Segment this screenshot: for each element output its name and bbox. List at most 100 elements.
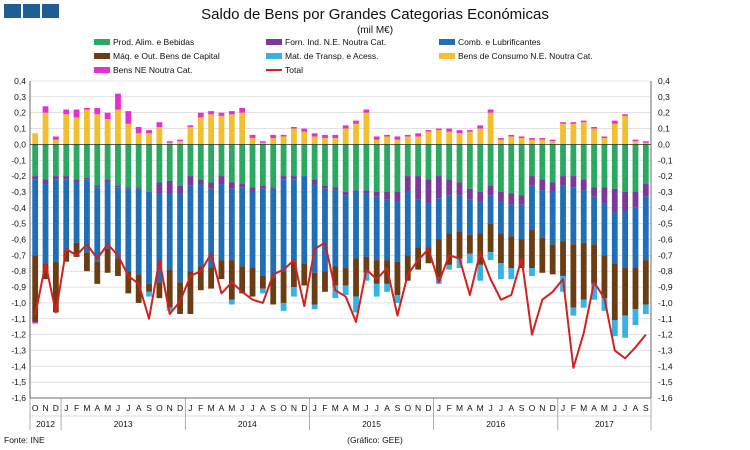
legend-swatch [266, 38, 282, 45]
bar-segment [622, 315, 629, 338]
bar-segment [611, 123, 618, 145]
bar-segment [52, 176, 59, 180]
bar-segment [498, 263, 504, 280]
legend-swatch [94, 52, 110, 59]
bar-segment [197, 266, 204, 291]
bar-segment [529, 144, 535, 177]
bar-segment [477, 201, 484, 234]
y-tick-label-right: -0,5 [658, 219, 673, 229]
bar-segment [518, 144, 525, 196]
bar-segment [601, 298, 608, 311]
bar-segment [404, 255, 411, 281]
bar-segment [177, 193, 183, 283]
bar-segment [435, 198, 442, 240]
bar-segment [611, 120, 618, 124]
legend-swatch [439, 38, 455, 45]
bar-segment [42, 263, 49, 280]
bar-segment [570, 187, 577, 245]
bar-segment [280, 134, 287, 137]
bar-segment [570, 176, 577, 188]
bar-segment [591, 283, 597, 300]
bar-segment [342, 191, 349, 196]
x-month-label: M [332, 403, 339, 413]
bar-segment [487, 109, 494, 113]
bar-segment [32, 144, 39, 177]
bar-segment [322, 185, 328, 189]
bar-segment [218, 112, 225, 116]
bar-segment [32, 321, 39, 324]
bar-segment [291, 179, 297, 262]
bar-segment [280, 144, 287, 177]
bar-segment [446, 195, 453, 234]
bar-segment [197, 184, 204, 267]
bar-segment [73, 117, 80, 145]
y-tick-label: -1,3 [11, 345, 26, 355]
x-month-label: M [580, 403, 587, 413]
bar-segment [259, 275, 266, 289]
bar-segment [404, 136, 411, 145]
bar-segment [208, 268, 215, 289]
chart-title: Saldo de Bens por Grandes Categorias Eco… [201, 6, 549, 23]
legend-item-comb-lubrificantes: Comb. e Lubrificantes [439, 36, 541, 48]
x-month-label: J [126, 403, 130, 413]
y-tick-label-right: -1,0 [658, 298, 673, 308]
bar-segment [425, 130, 432, 132]
legend-label: Total [285, 65, 303, 75]
bar-segment [311, 144, 318, 180]
x-month-label: F [74, 403, 79, 413]
bar-segment [498, 233, 504, 264]
bar-segment [156, 144, 163, 183]
x-month-label: D [177, 403, 183, 413]
x-month-label: A [591, 403, 597, 413]
bar-segment [239, 184, 246, 188]
x-month-label: J [613, 403, 617, 413]
bar-segment [549, 144, 556, 183]
x-month-label: J [499, 403, 503, 413]
y-tick-label-right: -0,2 [658, 171, 673, 181]
bar-segment [94, 144, 101, 186]
bar-segment [425, 203, 432, 248]
bar-segment [311, 184, 318, 273]
bar-segment [373, 139, 380, 145]
bar-segment [94, 107, 101, 115]
legend: Prod. Alim. e Bebidas Forn. Ind. N.E. No… [94, 36, 654, 78]
bar-segment [146, 283, 152, 292]
y-tick-label-right: 0,4 [658, 76, 670, 86]
bar-segment [135, 144, 142, 188]
bar-segment [508, 134, 515, 137]
bar-segment [342, 128, 349, 145]
bar-segment [508, 204, 515, 237]
bar-segment [218, 184, 225, 261]
bar-segment [42, 179, 49, 185]
bar-segment [42, 144, 49, 180]
bar-segment [52, 144, 59, 177]
bar-segment [487, 223, 494, 253]
bar-segment [135, 187, 142, 189]
bar-segment [580, 190, 587, 243]
bar-segment [84, 179, 90, 253]
bar-segment [280, 302, 287, 311]
bar-segment [322, 271, 328, 292]
bar-segment [332, 285, 339, 299]
legend-swatch [94, 66, 110, 73]
bar-segment [270, 138, 277, 145]
bar-segment [477, 144, 484, 192]
bar-segment [477, 125, 484, 129]
bar-segment [63, 176, 70, 180]
bar-segment [539, 237, 546, 273]
bar-segment [477, 191, 484, 202]
bar-segment [270, 144, 277, 188]
bar-segment [560, 122, 566, 124]
bar-segment [415, 136, 422, 145]
bar-segment [580, 122, 587, 145]
legend-item-forn-ind: Forn. Ind. N.E. Noutra Cat. [266, 36, 386, 48]
x-month-label: O [156, 403, 163, 413]
bar-segment [591, 144, 597, 188]
bar-segment [84, 177, 90, 180]
x-month-label: J [561, 403, 565, 413]
bar-segment [508, 268, 515, 280]
bar-segment [384, 144, 390, 192]
bar-segment [591, 244, 597, 284]
bar-segment [73, 182, 80, 243]
